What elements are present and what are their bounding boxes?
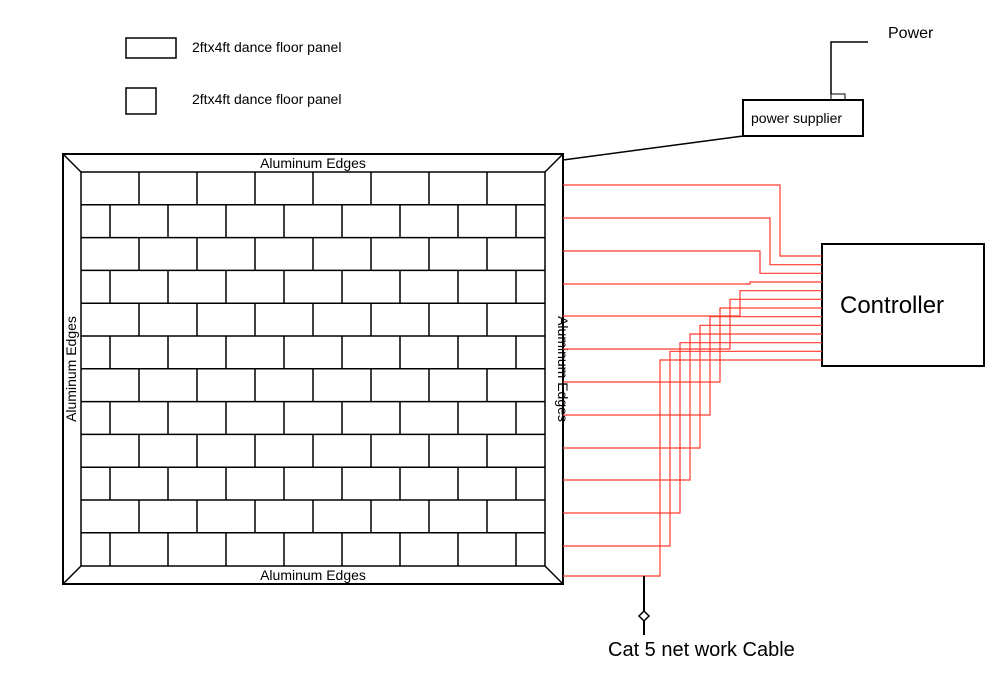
cat5-label: Cat 5 net work Cable	[608, 639, 795, 661]
legend-label-2: 2ftx4ft dance floor panel	[192, 91, 341, 107]
controller-label: Controller	[840, 292, 944, 319]
power-supplier-label: power supplier	[751, 110, 842, 126]
wiring-diagram: 2ftx4ft dance floor panel 2ftx4ft dance f…	[0, 0, 1000, 683]
power-label: Power	[888, 25, 934, 42]
edge-label-left: Aluminum Edges	[63, 316, 79, 422]
edge-label-right: Aluminum Edges	[555, 316, 571, 422]
edge-label-bottom: Aluminum Edges	[260, 567, 366, 583]
legend-label-1: 2ftx4ft dance floor panel	[192, 39, 341, 55]
edge-label-top: Aluminum Edges	[260, 155, 366, 171]
